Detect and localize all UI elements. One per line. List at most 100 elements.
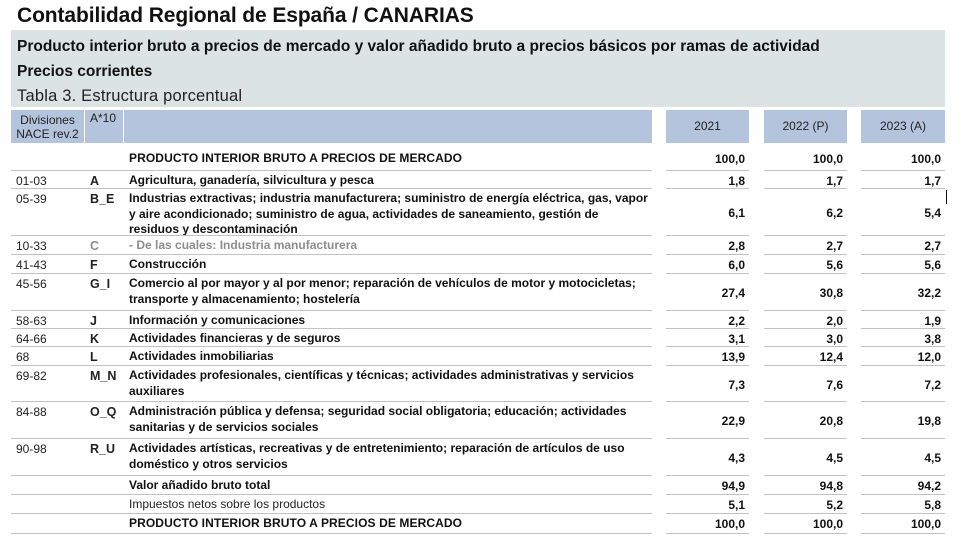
- table-row: Valor añadido bruto total 94,9 94,8 94,2: [0, 476, 961, 495]
- table-caption: Tabla 3. Estructura porcentual: [17, 87, 243, 105]
- value-2022: 5,6: [826, 258, 843, 272]
- row-divider: [861, 254, 945, 255]
- data-table-body: PRODUCTO INTERIOR BRUTO A PRECIOS DE MER…: [0, 150, 961, 534]
- value-2023: 7,2: [924, 378, 941, 392]
- row-divider: [666, 273, 749, 274]
- row-divider: [11, 365, 652, 366]
- column-header-divisiones: Divisiones NACE rev.2: [11, 110, 84, 143]
- row-divider: [666, 533, 749, 534]
- row-divider: [666, 346, 749, 347]
- column-header-divisiones-line2: NACE rev.2: [16, 127, 79, 141]
- row-divider: [764, 235, 847, 236]
- value-2022: 3,0: [826, 332, 843, 346]
- branch-description: Actividades profesionales, científicas y…: [129, 368, 634, 398]
- page-title: Contabilidad Regional de España / CANARI…: [17, 4, 474, 27]
- row-divider: [764, 328, 847, 329]
- value-2022: 5,2: [826, 498, 843, 512]
- branch-description: Industrias extractivas; industria manufa…: [129, 191, 648, 236]
- nace-division-code: 10-33: [16, 239, 47, 253]
- row-divider: [666, 401, 749, 402]
- value-2022: 30,8: [819, 286, 843, 300]
- value-2023: 5,8: [924, 498, 941, 512]
- table-row: PRODUCTO INTERIOR BRUTO A PRECIOS DE MER…: [0, 150, 961, 171]
- nace-division-code: 58-63: [16, 314, 47, 328]
- row-divider: [11, 310, 652, 311]
- value-2023: 4,5: [924, 451, 941, 465]
- row-divider: [11, 475, 652, 476]
- branch-description: Construcción: [129, 257, 207, 271]
- value-2023: 100,0: [910, 517, 941, 531]
- row-divider: [861, 475, 945, 476]
- table-row: 45-56 G_I Comercio al por mayor y al por m…: [0, 274, 961, 311]
- row-divider: [11, 401, 652, 402]
- row-divider: [666, 328, 749, 329]
- row-divider: [666, 254, 749, 255]
- row-divider: [861, 346, 945, 347]
- row-divider: [666, 365, 749, 366]
- row-divider: [11, 254, 652, 255]
- value-2021: 2,8: [728, 239, 745, 253]
- nace-division-code: 68: [16, 350, 30, 364]
- row-divider: [764, 273, 847, 274]
- table-row: 05-39 B_E Industrias extractivas; industri…: [0, 189, 961, 236]
- branch-description: Agricultura, ganadería, silvicultura y p…: [129, 173, 374, 187]
- value-2022: 6,2: [826, 206, 843, 220]
- row-divider: [666, 188, 749, 189]
- row-divider: [666, 438, 749, 439]
- value-2022: 1,7: [826, 174, 843, 188]
- value-2021: 22,9: [721, 414, 745, 428]
- branch-description: PRODUCTO INTERIOR BRUTO A PRECIOS DE MER…: [129, 151, 463, 165]
- table-row: 90-98 R_U Actividades artísticas, recreati…: [0, 439, 961, 476]
- nace-division-code: 45-56: [16, 277, 47, 291]
- branch-description: Administración pública y defensa; seguri…: [129, 404, 627, 434]
- table-row: 41-43 F Construcción 6,0 5,6 5,6: [0, 255, 961, 274]
- value-2023: 3,8: [924, 332, 941, 346]
- value-2023: 2,7: [924, 239, 941, 253]
- value-2021: 27,4: [721, 286, 745, 300]
- value-2023: 32,2: [917, 286, 941, 300]
- row-divider: [764, 310, 847, 311]
- branch-description: Actividades inmobiliarias: [129, 349, 274, 363]
- value-2022: 100,0: [812, 152, 843, 166]
- branch-description: Actividades artísticas, recreativas y de…: [129, 441, 625, 471]
- row-divider: [11, 170, 652, 171]
- branch-description: - De las cuales: Industria manufacturera: [129, 238, 358, 252]
- table-row: 10-33 C - De las cuales: Industria manufac…: [0, 236, 961, 255]
- branch-description: Comercio al por mayor y al por menor; re…: [129, 276, 636, 306]
- value-2021: 6,0: [728, 258, 745, 272]
- a10-branch-code: F: [90, 258, 98, 272]
- value-2021: 7,3: [728, 378, 745, 392]
- branch-description: Impuestos netos sobre los productos: [129, 497, 326, 511]
- row-divider: [861, 401, 945, 402]
- value-2022: 2,0: [826, 314, 843, 328]
- row-divider: [666, 513, 749, 514]
- row-divider: [861, 438, 945, 439]
- value-2021: 100,0: [714, 517, 745, 531]
- row-divider: [764, 170, 847, 171]
- row-divider: [764, 401, 847, 402]
- nace-division-code: 41-43: [16, 258, 47, 272]
- value-2021: 3,1: [728, 332, 745, 346]
- column-header-2023: 2023 (A): [861, 110, 945, 143]
- row-divider: [666, 494, 749, 495]
- row-divider: [861, 235, 945, 236]
- table-row: 69-82 M_N Actividades profesionales, cient…: [0, 366, 961, 402]
- value-2021: 5,1: [728, 498, 745, 512]
- row-divider: [764, 475, 847, 476]
- value-2021: 100,0: [714, 152, 745, 166]
- row-divider: [861, 328, 945, 329]
- row-divider: [861, 310, 945, 311]
- a10-branch-code: K: [90, 332, 100, 346]
- nace-division-code: 05-39: [16, 192, 47, 206]
- row-divider: [861, 513, 945, 514]
- row-divider: [764, 254, 847, 255]
- row-divider: [666, 475, 749, 476]
- a10-branch-code: A: [90, 174, 100, 188]
- nace-division-code: 69-82: [16, 369, 47, 383]
- row-divider: [764, 513, 847, 514]
- row-divider: [764, 365, 847, 366]
- value-2021: 2,2: [728, 314, 745, 328]
- column-header-description: [124, 110, 652, 143]
- a10-branch-code: L: [90, 350, 98, 364]
- row-divider: [11, 513, 652, 514]
